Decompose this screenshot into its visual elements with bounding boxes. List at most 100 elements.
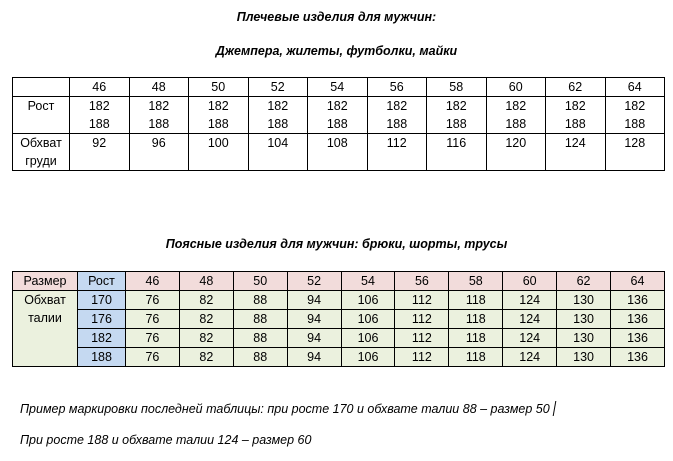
waist-cell: 112 <box>394 290 450 310</box>
text-cursor <box>552 401 557 416</box>
height-value: 182 <box>564 99 586 113</box>
waist-cell: 106 <box>340 328 396 348</box>
waist-cell: 82 <box>178 290 234 310</box>
label-line: талии <box>28 311 62 325</box>
size-cell: 56 <box>366 77 427 97</box>
height-cell: 182 188 <box>545 96 606 134</box>
waist-cell: 88 <box>232 309 288 329</box>
height-cell: 182 188 <box>366 96 427 134</box>
waist-cell: 136 <box>610 347 665 367</box>
waist-cell: 82 <box>178 347 234 367</box>
note-text: Пример маркировки последней таблицы: при… <box>20 402 550 416</box>
waist-cell: 94 <box>286 290 342 310</box>
height-value: 182 <box>326 99 348 113</box>
size-cell: 52 <box>247 77 308 97</box>
height-value: 188 <box>326 117 348 131</box>
size-cell: 46 <box>69 77 130 97</box>
header-height: Рост <box>77 271 126 291</box>
label-line: Обхват <box>20 136 62 150</box>
waist-cell: 76 <box>125 328 180 348</box>
table-row: Обхват талии 170 76 82 88 94 106 112 118 124 130 136 <box>12 290 665 367</box>
height-cell: 182 <box>77 328 126 348</box>
row-label-waist: Обхват талии <box>12 290 78 367</box>
waist-cell: 136 <box>610 290 665 310</box>
size-cell: 60 <box>485 77 546 97</box>
height-value: 188 <box>267 117 289 131</box>
chest-cell: 120 <box>485 133 546 171</box>
waist-cell: 130 <box>556 328 612 348</box>
height-value: 188 <box>148 117 170 131</box>
shoulder-size-table: 46 48 50 52 54 56 58 60 62 64 Рост 182 188 182 188 182… <box>12 77 665 171</box>
size-cell: 56 <box>394 271 450 291</box>
waist-cell: 124 <box>502 328 558 348</box>
waist-cell: 106 <box>340 309 396 329</box>
waist-cell: 112 <box>394 328 450 348</box>
height-cell: 182 188 <box>188 96 249 134</box>
height-cell: 182 188 <box>485 96 546 134</box>
height-cell: 182 188 <box>307 96 368 134</box>
table-row: 188 76 82 88 94 106 112 118 124 130 136 <box>13 347 665 367</box>
waist-cell: 118 <box>448 309 504 329</box>
waist-cell: 130 <box>556 309 612 329</box>
waist-cell: 88 <box>232 347 288 367</box>
waist-cell: 124 <box>502 309 558 329</box>
waist-cell: 88 <box>232 290 288 310</box>
waist-cell: 130 <box>556 290 612 310</box>
waist-cell: 94 <box>286 347 342 367</box>
chest-cell: 116 <box>426 133 487 171</box>
height-cell: 182 188 <box>604 96 665 134</box>
height-cell: 182 188 <box>426 96 487 134</box>
chest-cell: 104 <box>247 133 308 171</box>
height-value: 188 <box>624 117 646 131</box>
height-value: 188 <box>505 117 527 131</box>
waist-cell: 94 <box>286 328 342 348</box>
table-row: 46 48 50 52 54 56 58 60 62 64 <box>12 77 665 97</box>
header-size: Размер <box>12 271 78 291</box>
chest-cell: 108 <box>307 133 368 171</box>
height-value: 188 <box>88 117 110 131</box>
waist-cell: 118 <box>448 328 504 348</box>
heading-waist-wear: Поясные изделия для мужчин: брюки, шорты… <box>165 237 508 251</box>
waist-cell: 82 <box>178 328 234 348</box>
heading-shoulder-items: Джемпера, жилеты, футболки, майки <box>215 44 458 58</box>
size-cell: 50 <box>188 77 249 97</box>
height-value: 182 <box>267 99 289 113</box>
waist-cell: 130 <box>556 347 612 367</box>
note-example-1: Пример маркировки последней таблицы: при… <box>20 401 557 416</box>
height-value: 182 <box>445 99 467 113</box>
row-label-height: Рост <box>12 96 70 134</box>
waist-cell: 106 <box>340 290 396 310</box>
height-cell: 182 188 <box>247 96 308 134</box>
waist-cell: 76 <box>125 290 180 310</box>
height-value: 188 <box>445 117 467 131</box>
row-label-chest: Обхват груди <box>12 133 70 171</box>
chest-cell: 92 <box>69 133 130 171</box>
size-cell: 64 <box>610 271 665 291</box>
size-cell: 50 <box>232 271 288 291</box>
waist-cell: 124 <box>502 290 558 310</box>
height-cell: 182 188 <box>69 96 130 134</box>
waist-cell: 136 <box>610 328 665 348</box>
waist-cell: 112 <box>394 347 450 367</box>
waist-cell: 118 <box>448 347 504 367</box>
table-row: Размер Рост 46 48 50 52 54 56 58 60 62 64 <box>12 271 665 291</box>
size-cell: 62 <box>545 77 606 97</box>
height-value: 188 <box>207 117 229 131</box>
size-cell: 58 <box>426 77 487 97</box>
waist-cell: 76 <box>125 309 180 329</box>
height-value: 188 <box>386 117 408 131</box>
label-line: Обхват <box>24 293 66 307</box>
waist-cell: 88 <box>232 328 288 348</box>
waist-size-table: Размер Рост 46 48 50 52 54 56 58 60 62 64 Обхват т… <box>12 271 665 367</box>
waist-cell: 112 <box>394 309 450 329</box>
size-cell: 64 <box>604 77 665 97</box>
waist-cell: 124 <box>502 347 558 367</box>
table-row: 182 76 82 88 94 106 112 118 124 130 136 <box>13 328 665 348</box>
chest-cell: 128 <box>604 133 665 171</box>
waist-cell: 82 <box>178 309 234 329</box>
height-value: 182 <box>148 99 170 113</box>
size-cell: 46 <box>125 271 180 291</box>
heading-shoulder-wear: Плечевые изделия для мужчин: <box>236 10 437 24</box>
size-cell: 52 <box>286 271 342 291</box>
table-row: Обхват груди 92 96 100 104 108 112 116 120 124 128 <box>12 133 665 171</box>
